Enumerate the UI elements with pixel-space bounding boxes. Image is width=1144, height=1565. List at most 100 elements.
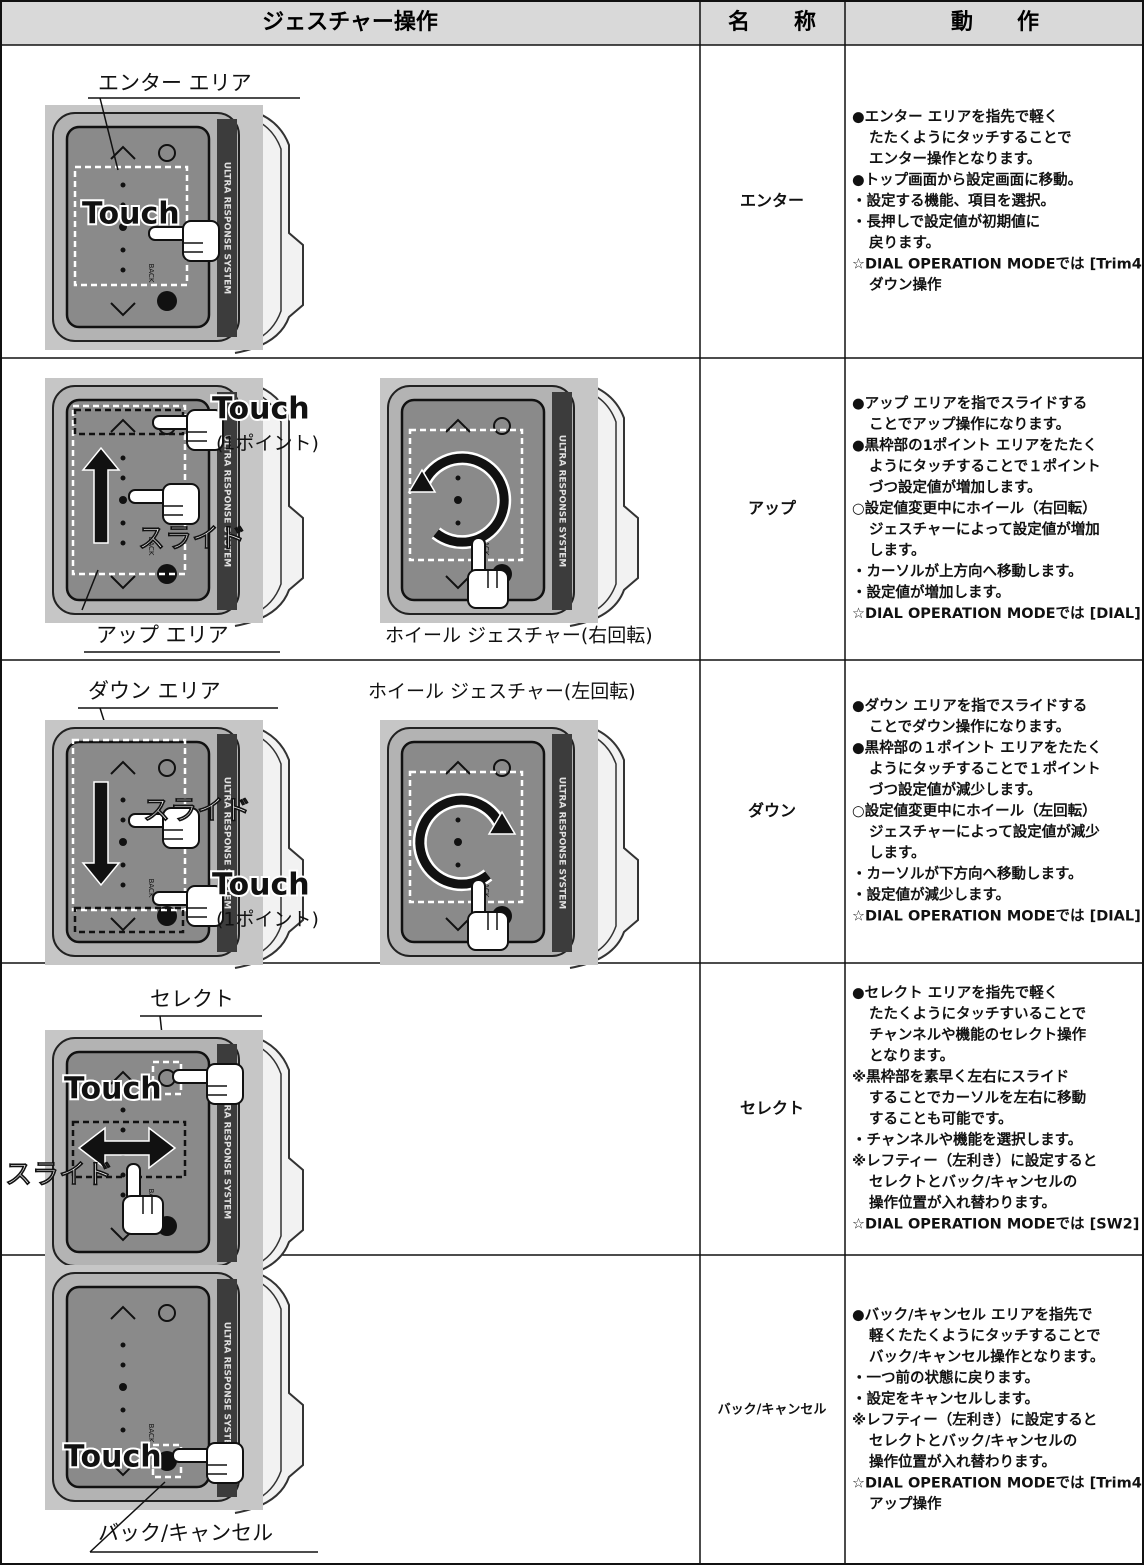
action-line: ことでアップ操作になります。 (869, 415, 1070, 433)
action-line: づつ設定値が減少します。 (869, 781, 1042, 799)
action-line: づつ設定値が増加します。 (869, 478, 1042, 496)
device-brand: ULTRA RESPONSE SYSTEM (222, 162, 232, 295)
dot (120, 862, 126, 868)
hand-fingers (183, 242, 203, 253)
device-strip (552, 734, 572, 952)
action-line: たたくようにタッチすることで (869, 130, 1072, 147)
dot (120, 797, 126, 803)
action-line: ☆DIAL OPERATION MODEでは [SW2] 操作 (852, 1215, 1144, 1233)
illustration-label: Touch (212, 868, 310, 903)
device-back: BACK (147, 1424, 155, 1443)
back-button (157, 564, 177, 584)
action-line: ●黒枠部の1ポイント エリアをたたく (852, 436, 1097, 454)
action-line: 操作位置が入れ替わります。 (869, 1194, 1056, 1212)
dot (120, 1362, 126, 1368)
action-line: となります。 (869, 1048, 954, 1065)
action-line: することでカーソルを左右に移動 (869, 1089, 1086, 1107)
illustration-label: ダウン エリア (88, 679, 221, 703)
action-line: ○設定値変更中にホイール（右回転） (852, 499, 1097, 517)
device: ULTRA RESPONSE SYSTEM BACK (45, 378, 304, 627)
device-brand: ULTRA RESPONSE SYSTEM (222, 777, 232, 910)
wheel-ring (417, 453, 509, 547)
illustration-label: バック/キャンセル (98, 1521, 273, 1545)
wheel-ring (415, 795, 507, 889)
device: ULTRA RESPONSE SYSTEM BACK (45, 1265, 304, 1514)
hand-palm (162, 483, 200, 525)
action-line: バック/キャンセル操作となります。 (869, 1348, 1104, 1366)
up-chevron (445, 418, 471, 433)
action-line: エンター操作となります。 (869, 150, 1041, 168)
action-line: ジェスチャーによって設定値が増加 (869, 520, 1100, 538)
action-line: ●アップ エリアを指でスライドする (852, 394, 1087, 412)
dot (120, 1107, 126, 1113)
device-back: BACK (147, 537, 155, 556)
illustration-label: Touch (82, 197, 180, 232)
action-line: ようにタッチすることで１ポイント (869, 457, 1101, 475)
action-line: ●エンター エリアを指先で軽く (852, 108, 1058, 126)
action-line: ・カーソルが下方向へ移動します。 (852, 865, 1083, 883)
dot (454, 496, 462, 504)
hand-fingers (142, 1196, 153, 1214)
device-strip (552, 392, 572, 610)
arrow (77, 1126, 177, 1170)
select-button (493, 759, 511, 777)
action-line: チャンネルや機能のセレクト操作 (869, 1026, 1087, 1044)
action-line: ●セレクト エリアを指先で軽く (852, 984, 1058, 1002)
dot (120, 1342, 126, 1348)
header-bg (0, 0, 1144, 45)
dot (120, 1427, 126, 1433)
row-name: アップ (748, 499, 797, 518)
dot (119, 838, 127, 846)
dot (454, 838, 462, 846)
down-chevron (110, 917, 136, 932)
hand-fingers (207, 1464, 227, 1475)
select-button (158, 1304, 176, 1322)
action-line: ●トップ画面から設定画面に移動。 (852, 171, 1082, 189)
action-line: セレクトとバック/キャンセルの (869, 1174, 1077, 1191)
device: ULTRA RESPONSE SYSTEM BACK (45, 720, 304, 969)
hand-fingers (163, 829, 183, 840)
row-name: セレクト (740, 1099, 804, 1118)
hand-fingers (187, 907, 207, 918)
select-button (493, 417, 511, 435)
action-line: ・チャンネルや機能を選択します。 (852, 1131, 1082, 1149)
action-line: ●バック/キャンセル エリアを指先で (852, 1306, 1093, 1324)
dot (120, 1127, 126, 1133)
action-line: セレクトとバック/キャンセルの (869, 1433, 1077, 1450)
action-line: ☆DIAL OPERATION MODEでは [DIAL] 操作 (852, 907, 1144, 925)
device-strip (217, 119, 237, 337)
illustration-label: アップ エリア (96, 623, 229, 647)
dot (120, 882, 126, 888)
action-line: ・一つ前の状態に戻ります。 (852, 1369, 1039, 1387)
hand-fingers (187, 431, 207, 442)
action-line: ・設定値が増加します。 (852, 583, 1010, 601)
action-line: アップ操作 (869, 1495, 942, 1513)
action-line: ※黒枠部を素早く左右にスライド (852, 1068, 1069, 1086)
down-chevron (110, 1462, 136, 1477)
select-button (158, 144, 176, 162)
action-line: ☆DIAL OPERATION MODEでは [Trim4] (852, 256, 1144, 273)
header-name: 名 称 (728, 9, 816, 35)
dot (120, 202, 126, 208)
up-chevron (110, 1070, 136, 1085)
header-action: 動 作 (951, 10, 1039, 35)
dot (119, 223, 127, 231)
illustration-label: Touch (64, 1440, 162, 1475)
hand-palm (186, 885, 224, 927)
leader-line (81, 569, 99, 611)
hand-fingers (487, 570, 498, 588)
action-line: ・設定をキャンセルします。 (852, 1390, 1039, 1408)
up-chevron (110, 1305, 136, 1320)
leader-line (89, 1481, 166, 1553)
wheel-arrowhead (407, 468, 437, 493)
dot (120, 1192, 126, 1198)
device-brand: ULTRA RESPONSE SYSTEM (222, 435, 232, 568)
dot (120, 817, 126, 823)
dot (120, 247, 126, 253)
down-chevron (110, 302, 136, 317)
hand-palm (186, 409, 224, 451)
action-line: たたくようにタッチすいることで (869, 1006, 1086, 1023)
dashed-area (71, 738, 187, 912)
illustration-label: スライド (143, 796, 251, 827)
